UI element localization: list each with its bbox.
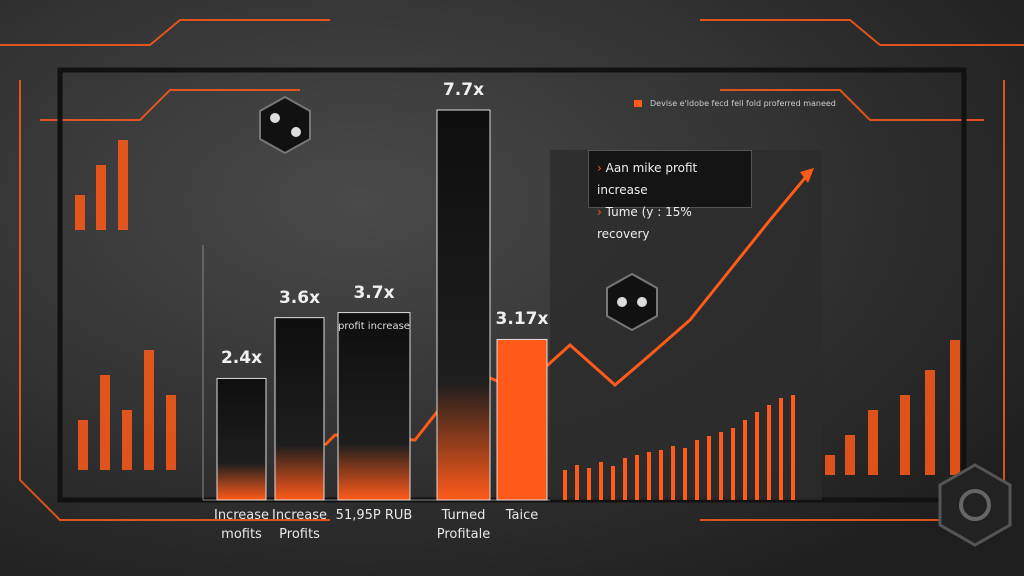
value-label: 3.7x — [353, 282, 395, 303]
legend: Devise e'ldobe fecd fell fold proferred … — [634, 99, 836, 108]
deco-bars — [75, 140, 960, 475]
value-label: 3.6x — [278, 287, 321, 308]
callout: Aan mike profit increase Tume (y : 15% r… — [588, 150, 752, 241]
callout-line: Aan mike profit increase — [597, 161, 697, 197]
category-label: Taice — [505, 508, 539, 523]
value-label: 3.17x — [495, 309, 549, 330]
value-label: 7.7x — [442, 80, 485, 100]
bar — [436, 109, 491, 501]
category-label: Increase Profits — [271, 508, 327, 542]
legend-swatch — [634, 100, 642, 107]
legend-text: Devise e'ldobe fecd fell fold proferred … — [650, 99, 836, 108]
bar — [496, 338, 548, 501]
bars — [216, 109, 548, 501]
trend-arrow — [800, 168, 814, 183]
mini-bars — [563, 395, 795, 500]
bar — [337, 312, 411, 501]
category-label: Increase mofits — [213, 508, 269, 542]
category-label: Turned Profitale — [436, 508, 491, 542]
annotation: profit increase — [338, 320, 410, 332]
category-label: 51,95P RUB — [335, 508, 413, 523]
bar — [274, 317, 325, 501]
hex-icons — [259, 95, 1012, 547]
value-label: 2.4x — [220, 348, 263, 369]
bar — [216, 377, 267, 501]
